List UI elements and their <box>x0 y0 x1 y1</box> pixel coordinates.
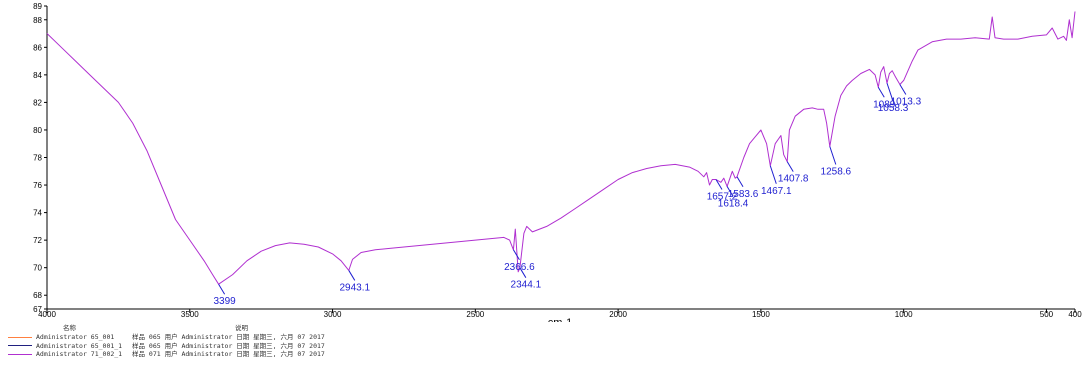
peak-leader-line <box>736 176 744 188</box>
y-tick-label: 89 <box>33 2 42 11</box>
x-tick-label: 1000 <box>895 310 913 319</box>
peak-leader-line <box>715 179 723 190</box>
y-tick-label: 72 <box>33 236 42 245</box>
peak-leader-line <box>512 249 520 261</box>
peak-leader-line <box>899 84 907 95</box>
peak-label: 1013.3 <box>891 97 922 108</box>
legend-entry-desc: 样品 065 用户 Administrator 日期 星期三, 六月 07 20… <box>132 333 325 341</box>
peak-leader-line <box>218 283 226 295</box>
x-tick-label: 4000 <box>38 310 56 319</box>
legend-swatch <box>8 345 32 347</box>
x-tick-label: 500 <box>1040 310 1054 319</box>
peak-leader-line <box>886 82 894 102</box>
legend-swatch <box>8 336 32 338</box>
peak-labels: 3399 2943.1 2366.6 2344.1 1657.21618.41583.6… <box>213 82 922 307</box>
legend-entry-desc: 样品 065 用户 Administrator 日期 星期三, 六月 07 20… <box>132 341 325 350</box>
y-tick-label: 78 <box>33 154 42 163</box>
peak-label: 2943.1 <box>340 282 371 293</box>
peak-leader-line <box>769 165 777 184</box>
legend-header-desc: 说明 <box>235 324 248 332</box>
peak-label: 1058.3 <box>878 103 909 114</box>
x-tick-label: 2500 <box>466 310 484 319</box>
ir-spectrum-chart: 4000 3500 3000 2500 2000 1500 1000 500 400 67 68 70… <box>33 2 1082 322</box>
legend: 名称 说明 Administrator 65_001 样品 065 用户 Admi… <box>8 324 325 359</box>
y-tick-label: 88 <box>33 16 42 25</box>
y-tick-label: 80 <box>33 126 42 135</box>
x-axis-label: cm-1 <box>548 317 572 322</box>
peak-label: 1407.8 <box>778 174 809 185</box>
legend-entry: Administrator 65_001_1 样品 065 用户 Administ… <box>8 342 325 351</box>
x-tick-label: 3000 <box>324 310 342 319</box>
peak-label: 1467.1 <box>761 186 792 197</box>
legend-entry-name: Administrator 65_001 <box>36 333 115 341</box>
legend-swatch <box>8 353 32 355</box>
peak-label: 1089 <box>873 99 896 110</box>
peak-leader-line <box>786 161 794 172</box>
y-tick-label: 70 <box>33 264 42 273</box>
y-tick-label: 84 <box>33 71 42 80</box>
y-tick-label: 82 <box>33 98 42 107</box>
legend-entry-name: Administrator 65_001_1 <box>36 341 123 350</box>
x-tick-label: 3500 <box>181 310 199 319</box>
peak-leader-line <box>726 186 734 197</box>
y-tick-label: 68 <box>33 291 42 300</box>
peak-label: 3399 <box>213 296 236 307</box>
peak-leader-line <box>519 267 527 278</box>
y-tick-label: 74 <box>33 209 42 218</box>
series-group <box>46 11 1076 285</box>
legend-entry-desc: 样品 071 用户 Administrator 日期 星期三, 六月 07 20… <box>132 350 325 358</box>
peak-label: 1657.2 <box>707 192 738 203</box>
legend-entry: Administrator 71_002_1 样品 071 用户 Administ… <box>8 350 325 359</box>
legend-entry-name: Administrator 71_002_1 <box>36 350 123 358</box>
y-tick-label: 86 <box>33 43 42 52</box>
axes: 4000 3500 3000 2500 2000 1500 1000 500 400 67 68 70… <box>33 2 1082 319</box>
legend-entry: Administrator 65_001 样品 065 用户 Administra… <box>8 333 325 342</box>
peak-label: 2366.6 <box>504 262 535 273</box>
y-tick-label: 67 <box>33 305 42 314</box>
peak-leader-line <box>348 270 356 281</box>
peak-label: 1258.6 <box>821 166 852 177</box>
peak-label: 1618.4 <box>718 198 749 209</box>
peak-label: 2344.1 <box>511 280 542 291</box>
legend-header-name: 名称 <box>63 324 76 332</box>
series-line <box>46 11 1076 285</box>
x-tick-label: 2000 <box>609 310 627 319</box>
y-tick-label: 76 <box>33 181 42 190</box>
peak-leader-line <box>829 146 837 165</box>
x-tick-label: 400 <box>1068 310 1082 319</box>
peak-leader-line <box>877 87 885 98</box>
peak-label: 1583.6 <box>728 189 759 200</box>
x-tick-label: 1500 <box>752 310 770 319</box>
legend-header: 名称 说明 <box>8 324 325 333</box>
